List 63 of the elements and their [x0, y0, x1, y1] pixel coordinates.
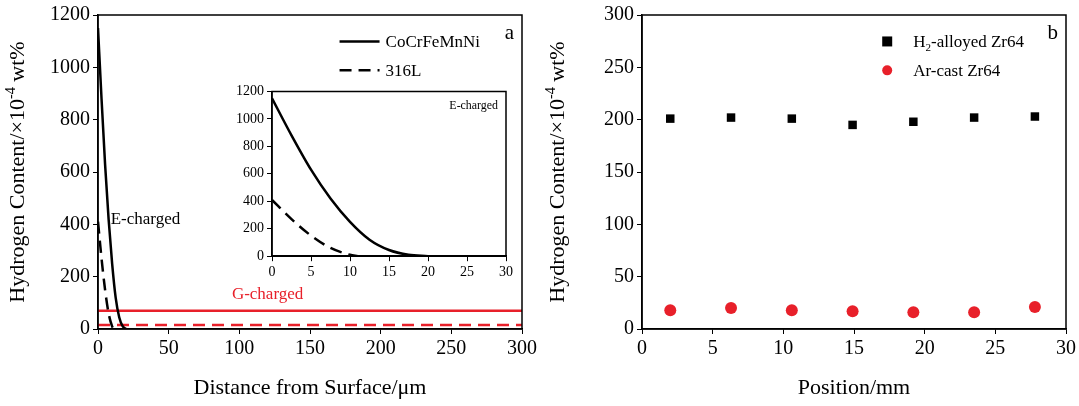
- y-tick-label: 1200: [50, 2, 90, 25]
- legend-label: Ar-cast Zr64: [913, 61, 1001, 81]
- legend-label: CoCrFeMnNi: [385, 32, 481, 52]
- y-tick-label: 600: [60, 159, 90, 182]
- y-tick-label: 1200: [236, 83, 264, 99]
- y-tick-label: 150: [604, 159, 634, 182]
- y-tick-label: 250: [604, 54, 634, 77]
- annotation: E-charged: [110, 209, 181, 229]
- x-tick-label: 15: [382, 264, 396, 280]
- point: [664, 304, 677, 317]
- x-tick-label: 5: [707, 336, 718, 359]
- ref-line-label: G-charged: [231, 283, 304, 303]
- point: [785, 304, 798, 317]
- x-tick-label: 300: [507, 336, 537, 359]
- x-tick-label: 10: [773, 336, 794, 359]
- point: [787, 114, 797, 123]
- legend-label: 316L: [385, 61, 422, 81]
- x-axis-title: Position/mm: [797, 374, 911, 399]
- annotation: b: [1047, 20, 1058, 44]
- y-axis-title: Hydrogen Content/×10-4 wt%: [542, 41, 569, 303]
- y-axis-title: Hydrogen Content/×10-4 wt%: [2, 41, 29, 303]
- point: [1028, 301, 1041, 314]
- point: [968, 306, 981, 319]
- y-tick-label: 0: [257, 247, 264, 263]
- point: [1030, 112, 1040, 121]
- point: [846, 305, 859, 318]
- x-tick-label: 5: [307, 264, 315, 280]
- y-tick-label: 0: [624, 316, 634, 339]
- x-tick-label: 25: [460, 264, 474, 280]
- point: [907, 306, 920, 319]
- x-tick-label: 200: [365, 336, 396, 359]
- y-tick-label: 800: [60, 106, 90, 129]
- point: [725, 302, 738, 315]
- x-tick-label: 30: [1056, 336, 1076, 359]
- y-tick-label: 300: [604, 2, 634, 25]
- x-tick-label: 50: [158, 336, 179, 359]
- x-axis-title: Distance from Surface/μm: [193, 374, 427, 399]
- y-tick-label: 400: [60, 211, 90, 234]
- x-tick-label: 30: [499, 264, 513, 280]
- annotation: a: [504, 20, 515, 44]
- x-tick-label: 0: [268, 264, 276, 280]
- y-tick-label: 200: [604, 106, 634, 129]
- point: [666, 114, 675, 123]
- y-tick-label: 1000: [236, 110, 264, 126]
- x-tick-label: 25: [985, 336, 1006, 359]
- annotation: E-charged: [449, 98, 499, 113]
- point: [726, 113, 736, 122]
- x-tick-label: 20: [421, 264, 435, 280]
- x-tick-label: 15: [844, 336, 864, 359]
- y-tick-label: 600: [243, 165, 264, 181]
- point: [909, 117, 918, 126]
- point: [848, 120, 857, 130]
- x-tick-label: 10: [343, 264, 357, 280]
- y-tick-label: 0: [80, 316, 90, 339]
- x-tick-label: 20: [914, 336, 935, 359]
- y-tick-label: 100: [604, 211, 634, 234]
- x-tick-label: 150: [295, 336, 325, 359]
- y-tick-label: 400: [243, 192, 264, 208]
- x-tick-label: 250: [436, 336, 467, 359]
- y-tick-label: 800: [243, 138, 264, 154]
- y-tick-label: 200: [243, 220, 264, 236]
- y-tick-label: 1000: [50, 54, 90, 77]
- point: [969, 113, 979, 122]
